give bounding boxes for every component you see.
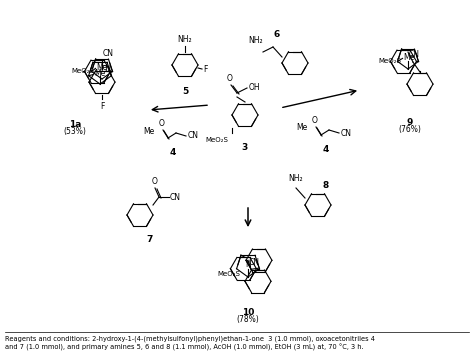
Text: 8: 8	[323, 181, 329, 190]
Text: 5: 5	[182, 87, 188, 96]
Text: F: F	[100, 102, 104, 111]
Text: CN: CN	[170, 193, 181, 201]
Text: OH: OH	[249, 83, 261, 93]
Text: 6: 6	[274, 30, 280, 39]
Text: MeO₂S: MeO₂S	[72, 68, 94, 74]
Text: Me: Me	[297, 124, 308, 132]
Text: (78%): (78%)	[237, 315, 259, 324]
Text: O: O	[227, 74, 233, 83]
Text: 9: 9	[407, 118, 413, 127]
Text: (53%): (53%)	[64, 127, 86, 136]
Text: (76%): (76%)	[399, 125, 421, 134]
Text: CN: CN	[101, 65, 112, 74]
Text: O: O	[312, 116, 318, 125]
Text: Reagents and conditions: 2-hydroxy-1-(4-(methylsulfonyl)phenyl)ethan-1-one  3 (1: Reagents and conditions: 2-hydroxy-1-(4-…	[5, 335, 375, 341]
Text: N: N	[245, 260, 251, 269]
Text: NH₂: NH₂	[178, 35, 192, 44]
Text: Me: Me	[95, 69, 106, 78]
Text: MeO₂S: MeO₂S	[218, 271, 240, 277]
Text: 4: 4	[323, 145, 329, 154]
Text: 4: 4	[170, 148, 176, 157]
Text: CN: CN	[188, 132, 199, 140]
Text: 10: 10	[242, 308, 254, 317]
Text: CN: CN	[103, 49, 114, 58]
Text: NH₂: NH₂	[248, 36, 263, 45]
Text: MeO₂S: MeO₂S	[205, 137, 228, 143]
Text: CN: CN	[409, 50, 420, 59]
Text: Me: Me	[144, 126, 155, 136]
Text: MeO₂S: MeO₂S	[378, 58, 401, 64]
Text: 1a: 1a	[69, 120, 81, 129]
Text: Me: Me	[403, 53, 415, 62]
Text: O: O	[159, 119, 165, 128]
Text: 7: 7	[147, 235, 153, 244]
Text: O: O	[152, 177, 158, 186]
Text: and 7 (1.0 mmol), and primary amines 5, 6 and 8 (1.1 mmol), AcOH (1.0 mmol), EtO: and 7 (1.0 mmol), and primary amines 5, …	[5, 344, 364, 351]
Text: 3: 3	[242, 143, 248, 152]
Text: F: F	[203, 65, 207, 75]
Text: Me: Me	[97, 63, 108, 72]
Text: CN: CN	[249, 258, 260, 267]
Text: CN: CN	[341, 128, 352, 138]
Text: NH₂: NH₂	[289, 174, 303, 183]
